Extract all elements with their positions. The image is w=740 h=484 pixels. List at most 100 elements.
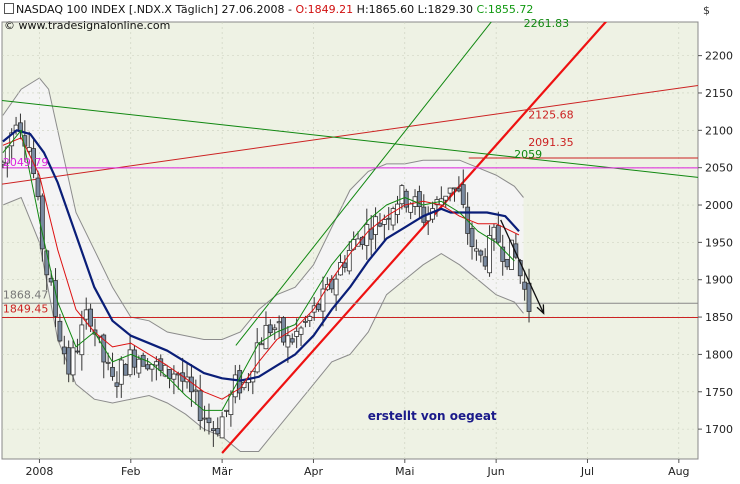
candle-down	[456, 188, 462, 192]
candle-up	[285, 335, 291, 348]
level-annotation: 2059	[514, 148, 542, 161]
candle-up	[153, 361, 159, 366]
candle-up	[338, 262, 343, 276]
candle-down	[132, 349, 137, 368]
header-symbol: NASDAQ 100 INDEX [.NDX.X Täglich] 27.06.…	[16, 3, 292, 16]
candle-down	[145, 364, 150, 370]
x-tick-label: Jun	[487, 465, 505, 478]
candle-down	[267, 324, 273, 334]
x-tick-label: Mai	[395, 465, 414, 478]
candle-down	[504, 258, 510, 268]
candle-down	[316, 303, 321, 310]
arrow-line	[500, 219, 545, 314]
candle-down	[513, 243, 519, 258]
candle-up	[263, 324, 269, 350]
candle-down	[386, 217, 392, 220]
candle-down	[377, 222, 383, 227]
candle-down	[482, 256, 488, 267]
candle-down	[158, 358, 164, 371]
level-annotation: 1849.45	[3, 303, 49, 316]
y-tick-label: 2100	[705, 124, 733, 137]
level-annotation: 2261.83	[524, 17, 570, 30]
level-line	[235, 22, 492, 346]
candle-up	[333, 278, 339, 296]
candle-up	[202, 417, 207, 420]
candle-up	[443, 195, 449, 201]
candle-up	[70, 347, 76, 376]
candle-down	[61, 346, 67, 355]
candle-down	[140, 354, 146, 367]
header-high: H:1865.60	[356, 3, 415, 16]
y-tick-label: 1850	[705, 311, 733, 324]
candle-down	[500, 246, 506, 262]
candle-up	[452, 187, 457, 190]
moving-average-line	[2, 137, 520, 400]
y-tick-label: 1950	[705, 236, 733, 249]
bollinger-lower-line	[2, 196, 524, 452]
level-annotation: 2049.79	[3, 156, 49, 169]
candle-down	[189, 376, 194, 393]
bollinger-upper-line	[2, 77, 524, 340]
candle-down	[88, 308, 93, 327]
candle-up	[171, 373, 177, 380]
candle-down	[66, 347, 72, 375]
x-tick-label: Apr	[304, 465, 324, 478]
level-line	[2, 99, 698, 178]
candle-up	[272, 327, 278, 330]
candle-down	[522, 281, 528, 290]
candle-down	[35, 177, 41, 197]
candle-up	[254, 342, 260, 373]
y-tick-label: 1800	[705, 348, 733, 361]
candle-up	[307, 316, 313, 321]
candle-down	[75, 350, 80, 353]
currency-label: $	[703, 4, 710, 17]
candle-up	[193, 389, 199, 392]
candle-up	[259, 343, 264, 346]
candle-up	[303, 320, 308, 323]
level-annotation: 1868.47	[3, 288, 49, 301]
candle-down	[53, 280, 58, 317]
candle-down	[495, 225, 501, 243]
candle-down	[114, 382, 120, 387]
candle-up	[320, 288, 326, 312]
candle-up	[381, 219, 387, 225]
candle-up	[390, 208, 396, 226]
ticker-icon	[4, 3, 14, 14]
candle-down	[31, 148, 37, 175]
candle-down	[101, 334, 107, 363]
level-annotation: 2091.35	[528, 136, 574, 149]
candle-down	[417, 191, 422, 208]
candle-down	[329, 278, 335, 290]
candle-up	[83, 309, 89, 320]
arrow-head	[536, 304, 545, 315]
candle-down	[110, 366, 115, 377]
candle-up	[491, 226, 497, 240]
header-low: L:1829.30	[417, 3, 473, 16]
candle-up	[346, 250, 352, 272]
candle-up	[294, 330, 300, 337]
candle-up	[298, 327, 304, 335]
candle-down	[206, 417, 212, 424]
candle-up	[219, 416, 225, 439]
candle-up	[127, 349, 133, 376]
candle-down	[469, 228, 475, 248]
candle-up	[408, 203, 414, 213]
candle-up	[474, 248, 479, 252]
y-tick-label: 1750	[705, 386, 733, 399]
candle-down	[210, 428, 216, 432]
moving-average-line	[2, 129, 520, 382]
candle-down	[289, 338, 295, 343]
candle-down	[526, 282, 532, 312]
moving-average-line	[2, 129, 515, 411]
candle-up	[118, 359, 124, 385]
y-tick-label: 2200	[705, 50, 733, 63]
x-tick-label: 2008	[25, 465, 53, 478]
x-tick-label: Feb	[121, 465, 140, 478]
header-close: C:1855.72	[476, 3, 534, 16]
y-tick-label: 2150	[705, 87, 733, 100]
candle-up	[224, 409, 229, 412]
y-tick-label: 1700	[705, 423, 733, 436]
candle-down	[460, 184, 466, 205]
